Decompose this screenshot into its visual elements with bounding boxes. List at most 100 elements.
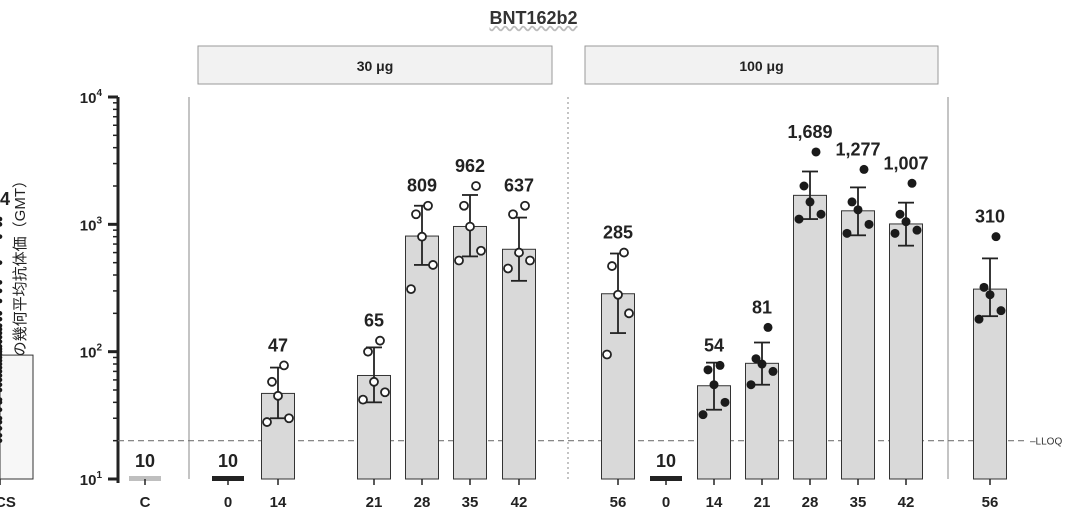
- bar-group: 94 HCS: [0, 189, 34, 511]
- data-point: [503, 263, 513, 274]
- bar: [502, 248, 536, 480]
- x-tick-label: 21: [366, 494, 383, 511]
- data-point: [991, 232, 1001, 242]
- data-label: 81: [752, 297, 772, 317]
- bar-group: 637 42: [502, 176, 536, 511]
- x-tick-label: 28: [802, 494, 819, 511]
- data-point: [0, 377, 3, 383]
- data-point: [471, 181, 481, 191]
- data-point: [380, 387, 390, 398]
- y-tick-label: 101: [80, 470, 103, 489]
- data-point: [602, 349, 612, 360]
- data-label: 47: [268, 335, 288, 355]
- data-label: 10: [135, 451, 155, 471]
- data-point: [974, 314, 984, 324]
- bar-group: 1,689 28: [787, 122, 832, 511]
- x-tick-label: 42: [511, 494, 528, 511]
- data-point: [703, 365, 713, 375]
- x-tick-label: 35: [462, 494, 479, 511]
- chart-title: BNT162b2: [489, 8, 578, 28]
- bar-group: 65 21: [357, 311, 391, 511]
- data-point: [0, 438, 3, 443]
- bar-group: 47 14: [261, 335, 295, 511]
- data-point: [406, 284, 416, 294]
- data-label: 10: [218, 451, 238, 471]
- data-point: [525, 255, 535, 266]
- data-point: [746, 380, 756, 390]
- data-point: [0, 222, 3, 227]
- data-point: [0, 316, 3, 322]
- data-point: [842, 228, 852, 238]
- bar-group: 1,277 35: [835, 139, 880, 511]
- data-point: [0, 407, 3, 413]
- group-header-label: 30 μg: [357, 58, 394, 74]
- y-tick-label: 103: [80, 215, 103, 234]
- data-point: [0, 323, 3, 328]
- data-point: [273, 390, 283, 401]
- data-label: 54: [704, 335, 724, 355]
- data-point: [262, 417, 272, 427]
- data-label: 637: [504, 176, 534, 196]
- bar: [212, 476, 244, 481]
- x-tick-label: 56: [982, 494, 999, 511]
- data-point: [847, 197, 857, 207]
- data-label: 1,689: [787, 122, 832, 142]
- data-point: [619, 247, 629, 258]
- bar-group: 10 0: [650, 451, 682, 511]
- data-point: [864, 219, 874, 229]
- x-tick-label: 0: [662, 494, 670, 511]
- bar: [405, 235, 439, 480]
- lloq-label: –LLOQ: [1030, 437, 1062, 448]
- data-point: [0, 415, 3, 421]
- data-point: [0, 373, 3, 378]
- data-label: 65: [364, 311, 384, 331]
- data-point: [624, 308, 634, 319]
- data-point: [859, 164, 869, 174]
- data-point: [757, 359, 767, 369]
- data-point: [816, 209, 826, 219]
- x-tick-label: 0: [224, 494, 232, 511]
- data-point: [411, 209, 421, 220]
- bar-group: 962 35: [453, 156, 487, 511]
- data-point: [0, 234, 3, 239]
- bar-group: 10 C: [129, 451, 161, 511]
- data-point: [985, 290, 995, 300]
- data-point: [0, 397, 3, 402]
- data-point: [763, 322, 773, 332]
- data-point: [0, 330, 3, 336]
- y-tick-label: 102: [80, 343, 103, 362]
- group-header-label: 100 μg: [739, 58, 783, 74]
- bar-group: 54 14: [697, 335, 731, 511]
- data-point: [0, 298, 3, 304]
- data-point: [907, 178, 917, 188]
- bar-group: 1,007 42: [883, 153, 928, 511]
- data-point: [423, 200, 433, 211]
- data-label: 1,277: [835, 139, 880, 159]
- bar-group: 310 56: [973, 207, 1007, 511]
- data-point: [0, 288, 3, 294]
- data-label: 310: [975, 207, 1005, 227]
- data-point: [709, 380, 719, 390]
- x-tick-label: 21: [754, 494, 771, 511]
- bar: [889, 223, 923, 480]
- data-point: [0, 311, 3, 316]
- data-point: [715, 360, 725, 370]
- x-tick-label: 56: [610, 494, 627, 511]
- x-tick-label: C: [140, 494, 151, 511]
- data-point: [454, 255, 464, 266]
- data-point: [799, 181, 809, 191]
- data-label: 94: [0, 189, 10, 209]
- data-point: [698, 410, 708, 420]
- group-header-box: [197, 45, 553, 85]
- data-point: [459, 200, 469, 211]
- data-point: [996, 306, 1006, 316]
- data-point: [768, 366, 778, 376]
- data-point: [0, 365, 3, 370]
- data-point: [476, 245, 486, 256]
- data-label: 809: [407, 176, 437, 196]
- x-tick-label: HCS: [0, 494, 16, 511]
- bar: [0, 354, 34, 480]
- bar-group: 285 56: [601, 223, 635, 511]
- data-label: 285: [603, 223, 633, 243]
